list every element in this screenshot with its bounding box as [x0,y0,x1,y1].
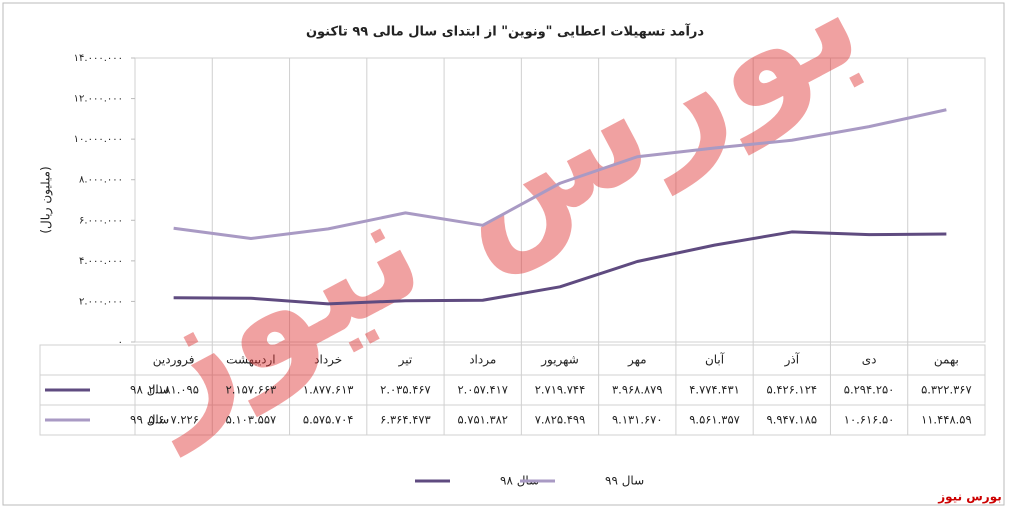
x-tick-label: دی [862,353,877,367]
table-cell: ۲.۷۱۹.۷۴۴ [535,383,586,397]
y-tick-label: ۱۴.۰۰۰.۰۰۰ [74,53,123,64]
table-cell: ۵.۲۹۴.۲۵۰ [844,383,895,397]
table-cell: ۹.۵۶۱.۳۵۷ [689,413,740,427]
x-tick-label: آبان [705,352,725,367]
table-cell: ۱۱.۴۴۸.۵۹ [921,413,972,427]
table-cell: ۲.۰۳۵.۴۶۷ [380,383,431,397]
x-tick-label: خرداد [314,353,342,368]
table-cell: ۵.۴۲۶.۱۲۴ [767,383,818,397]
y-tick-label: ۱۰.۰۰۰.۰۰۰ [74,134,123,145]
y-tick-label: ۶.۰۰۰.۰۰۰ [79,215,123,226]
y-tick-label: ۴.۰۰۰.۰۰۰ [79,256,123,267]
y-tick-label: ۸.۰۰۰.۰۰۰ [79,175,123,186]
y-tick-label: ۱۲.۰۰۰.۰۰۰ [74,94,123,105]
plot-area [134,57,986,343]
table-cell: ۴.۷۷۴.۴۳۱ [689,383,740,397]
y-tick-label: ۲.۰۰۰.۰۰۰ [79,296,123,307]
table-cell: ۶.۳۶۴.۴۷۳ [380,413,431,427]
series-line [173,230,947,306]
table-series-name: سال ۹۸ [130,383,169,397]
legend-label: سال ۹۸ [500,474,539,488]
table-cell: ۱.۸۷۷.۶۱۳ [303,383,354,397]
x-tick-label: فروردین [153,353,195,368]
series-line [173,108,947,240]
table-cell: ۲.۰۵۷.۴۱۷ [457,383,508,397]
table-cell: ۵.۳۲۲.۳۶۷ [921,383,972,397]
table-series-name: سال ۹۹ [130,413,169,427]
x-tick-label: آذر [784,352,800,368]
table-cell: ۹.۹۴۷.۱۸۵ [767,413,818,427]
table-cell: ۵.۷۵۱.۳۸۲ [457,413,508,427]
x-tick-label: مهر [627,353,647,368]
table-cell: ۷.۸۲۵.۴۹۹ [535,413,586,427]
table-cell: ۲.۱۵۷.۶۶۳ [226,383,277,397]
table-cell: ۵.۱۰۳.۵۵۷ [226,413,277,427]
table-cell: ۲.۱۸۱.۰۹۵ [148,383,199,397]
x-tick-label: مرداد [469,353,496,368]
y-axis-label: (میلیون ریال) [39,166,54,233]
source: بورس نیوز [937,490,1002,505]
table-cell: ۳.۹۶۸.۸۷۹ [612,383,663,397]
x-tick-label: شهریور [540,353,579,368]
x-tick-label: اردیبهشت [226,353,275,368]
y-tick-label: ۰ [118,337,123,348]
table-cell: ۱۰.۶۱۶.۵۰ [844,413,895,427]
table-cell: ۹.۱۳۱.۶۷۰ [612,413,663,427]
table-cell: ۵.۶۰۷.۲۲۶ [148,413,199,427]
x-tick-label: تیر [398,353,413,368]
legend-label: سال ۹۹ [605,474,644,488]
table-cell: ۵.۵۷۵.۷۰۴ [303,413,354,427]
table [39,344,986,436]
chart-title: درآمد تسهیلات اعطایی "ونوین" از ابتدای س… [306,23,704,40]
x-tick-label: بهمن [934,353,959,368]
